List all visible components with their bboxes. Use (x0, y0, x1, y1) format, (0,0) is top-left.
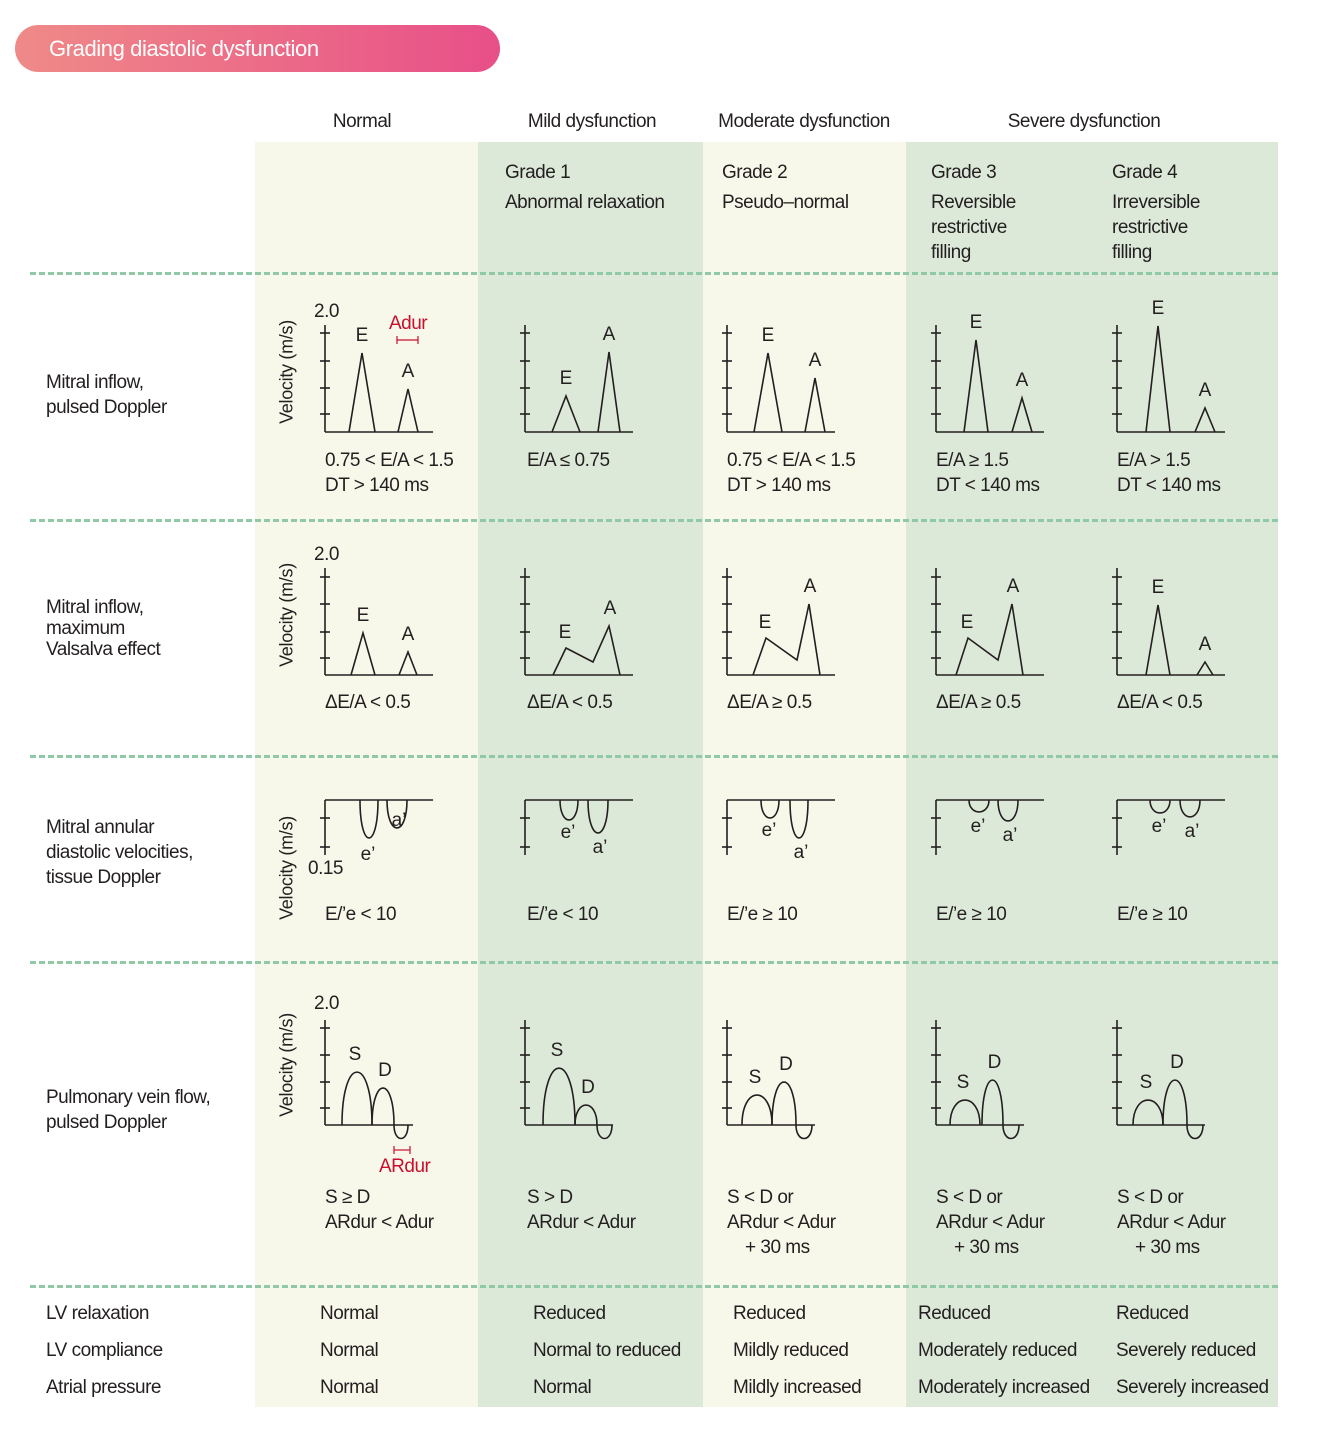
summary-value: Reduced (533, 1303, 606, 1324)
velocity-axis-label: Velocity (m/s) (276, 816, 297, 920)
summary-value: Moderately reduced (918, 1340, 1077, 1361)
criteria-text: DT < 140 ms (1117, 475, 1221, 496)
axis-max-label: 2.0 (314, 544, 339, 565)
criteria-text: S ≥ D (325, 1187, 370, 1208)
summary-value: Reduced (918, 1303, 991, 1324)
summary-value: Reduced (733, 1303, 806, 1324)
column-header: Mild dysfunction (527, 111, 657, 132)
axis-max-label: 2.0 (314, 993, 339, 1014)
criteria-text: 0.75 < E/A < 1.5 (325, 450, 454, 471)
row-label: diastolic velocities, (46, 842, 193, 863)
row-label: maximum (46, 618, 125, 639)
column-bg-normal (255, 142, 478, 1407)
velocity-axis-label: Velocity (m/s) (276, 1013, 297, 1117)
velocity-axis-label: Velocity (m/s) (276, 563, 297, 667)
criteria-text: + 30 ms (745, 1237, 810, 1258)
row-label: Pulmonary vein flow, (46, 1087, 211, 1108)
grade-label: Pseudo–normal (722, 192, 849, 213)
summary-value: Severely increased (1116, 1377, 1269, 1398)
criteria-text: S < D or (1117, 1187, 1184, 1208)
row-divider (30, 519, 1278, 522)
criteria-text: DT > 140 ms (325, 475, 429, 496)
row-divider (30, 961, 1278, 964)
grade-label: filling (931, 242, 971, 263)
column-header: Normal (332, 111, 392, 132)
criteria-text: ΔE/A ≥ 0.5 (936, 692, 1021, 713)
axis-min-label: 0.15 (308, 858, 343, 879)
criteria-text: ΔE/A ≥ 0.5 (727, 692, 812, 713)
column-header: Severe dysfunction (1007, 111, 1161, 132)
criteria-text: E/’e ≥ 10 (936, 904, 1007, 925)
grade-label: restrictive (1112, 217, 1188, 238)
row-label: Mitral inflow, (46, 597, 144, 618)
row-label: pulsed Doppler (46, 397, 167, 418)
criteria-text: ΔE/A < 0.5 (325, 692, 411, 713)
velocity-axis-label: Velocity (m/s) (276, 320, 297, 424)
title-banner: Grading diastolic dysfunction (15, 25, 500, 72)
summary-value: Normal (320, 1303, 379, 1324)
column-bg-moderate (703, 142, 906, 1407)
criteria-text: DT < 140 ms (936, 475, 1040, 496)
row-label: tissue Doppler (46, 867, 161, 888)
summary-value: Severely reduced (1116, 1340, 1256, 1361)
row-divider (30, 272, 1278, 275)
row-label: Valsalva effect (46, 639, 161, 660)
ardur-annotation: ARdur (379, 1156, 431, 1177)
criteria-text: E/’e ≥ 10 (1117, 904, 1188, 925)
criteria-text: E/’e < 10 (527, 904, 599, 925)
criteria-text: ΔE/A < 0.5 (527, 692, 613, 713)
grade-label: filling (1112, 242, 1152, 263)
row-label: Mitral inflow, (46, 372, 144, 393)
criteria-text: ARdur < Adur (727, 1212, 836, 1233)
criteria-text: ARdur < Adur (527, 1212, 636, 1233)
grade-label: Grade 4 (1112, 162, 1178, 183)
grade-label: Grade 3 (931, 162, 997, 183)
row-divider (30, 755, 1278, 758)
summary-value: Mildly increased (733, 1377, 862, 1398)
summary-value: Moderately increased (918, 1377, 1090, 1398)
row-label: Mitral annular (46, 817, 155, 838)
grade-label: Reversible (931, 192, 1016, 213)
page-title: Grading diastolic dysfunction (49, 36, 319, 61)
criteria-text: E/’e ≥ 10 (727, 904, 798, 925)
summary-label: LV compliance (46, 1340, 163, 1361)
criteria-text: DT > 140 ms (727, 475, 831, 496)
criteria-text: 0.75 < E/A < 1.5 (727, 450, 856, 471)
summary-value: Normal (533, 1377, 592, 1398)
criteria-text: E/’e < 10 (325, 904, 397, 925)
grade-label: Irreversible (1112, 192, 1200, 213)
criteria-text: E/A ≥ 1.5 (936, 450, 1009, 471)
grade-label: restrictive (931, 217, 1007, 238)
axis-max-label: 2.0 (314, 301, 339, 322)
criteria-text: + 30 ms (1135, 1237, 1200, 1258)
summary-label: LV relaxation (46, 1303, 150, 1324)
summary-value: Normal to reduced (533, 1340, 681, 1361)
criteria-text: S < D or (727, 1187, 794, 1208)
criteria-text: ΔE/A < 0.5 (1117, 692, 1203, 713)
row-label: pulsed Doppler (46, 1112, 167, 1133)
criteria-text: + 30 ms (954, 1237, 1019, 1258)
row-divider (30, 1285, 1278, 1288)
grade-label: Grade 2 (722, 162, 788, 183)
column-bg-mild (478, 142, 703, 1407)
grade-label: Grade 1 (505, 162, 571, 183)
adur-annotation: Adur (389, 313, 428, 334)
criteria-text: ARdur < Adur (325, 1212, 434, 1233)
summary-label: Atrial pressure (46, 1377, 162, 1398)
criteria-text: E/A > 1.5 (1117, 450, 1191, 471)
summary-value: Reduced (1116, 1303, 1189, 1324)
grade-label: Abnormal relaxation (505, 192, 665, 213)
criteria-text: E/A ≤ 0.75 (527, 450, 610, 471)
criteria-text: S < D or (936, 1187, 1003, 1208)
criteria-text: S > D (527, 1187, 573, 1208)
criteria-text: ARdur < Adur (1117, 1212, 1226, 1233)
summary-value: Mildly reduced (733, 1340, 849, 1361)
criteria-text: ARdur < Adur (936, 1212, 1045, 1233)
column-header: Moderate dysfunction (718, 111, 890, 132)
summary-value: Normal (320, 1340, 379, 1361)
summary-value: Normal (320, 1377, 379, 1398)
